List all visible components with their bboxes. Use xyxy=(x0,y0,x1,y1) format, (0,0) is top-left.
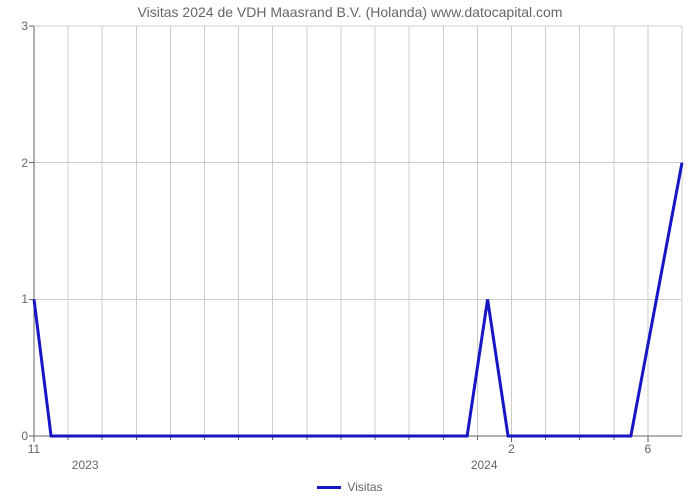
y-tick-label: 1 xyxy=(12,292,28,306)
x-year-label: 2023 xyxy=(72,458,99,472)
y-tick-label: 3 xyxy=(12,19,28,33)
x-tick-label: 11 xyxy=(28,442,40,456)
plot-svg xyxy=(34,26,682,436)
y-tick-label: 2 xyxy=(12,156,28,170)
chart-container: { "chart": { "type": "line", "title": "V… xyxy=(0,0,700,500)
y-tick-label: 0 xyxy=(12,429,28,443)
x-tick-label: 2 xyxy=(508,442,515,456)
x-year-label: 2024 xyxy=(471,458,498,472)
x-tick-label: 6 xyxy=(645,442,652,456)
chart-title: Visitas 2024 de VDH Maasrand B.V. (Holan… xyxy=(0,4,700,20)
legend-swatch xyxy=(317,486,341,489)
legend: Visitas xyxy=(0,479,700,494)
legend-label: Visitas xyxy=(347,480,382,494)
plot-area xyxy=(34,26,682,436)
